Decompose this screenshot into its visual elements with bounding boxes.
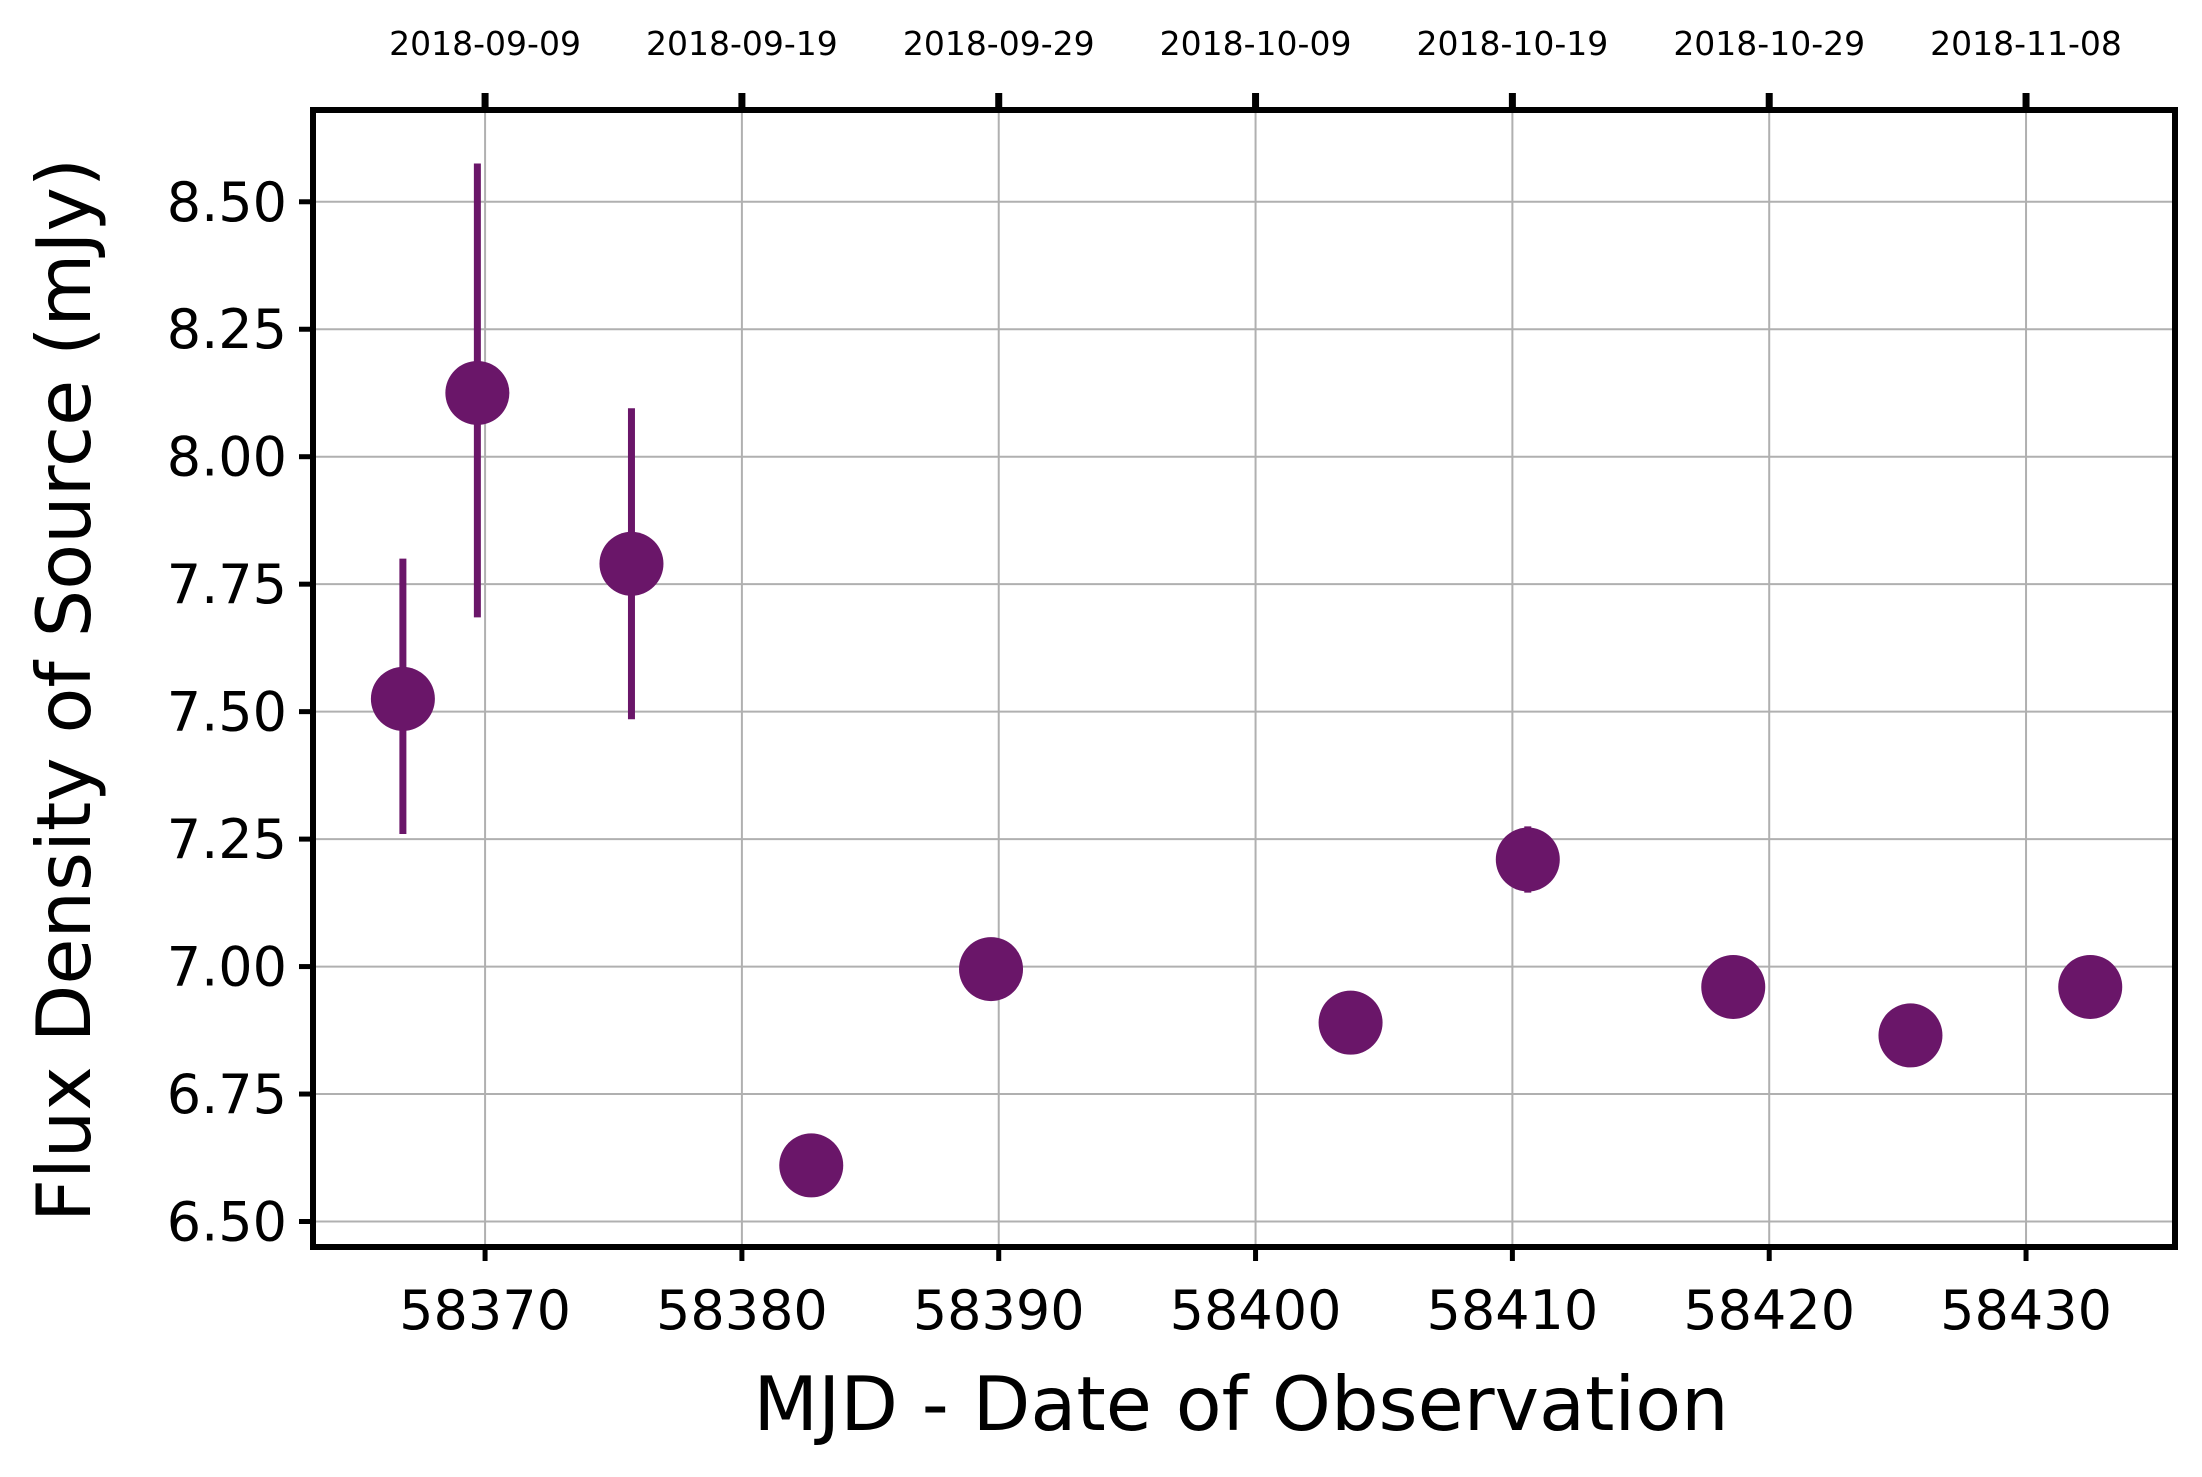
x-tick-label: 58400 [1170,1279,1342,1342]
plot-frame [310,107,2178,1250]
y-tick-label: 6.50 [167,1191,287,1254]
data-point [1318,990,1383,1055]
top-tick-label: 2018-09-09 [389,24,581,63]
y-tick-label: 7.75 [167,553,287,616]
data-point [959,937,1024,1002]
y-tick-label: 7.50 [167,681,287,744]
x-tick-label: 58390 [913,1279,1085,1342]
y-axis-title: Flux Density of Source (mJy) [20,158,108,1222]
top-tick-label: 2018-09-29 [903,24,1095,63]
data-point [1701,954,1766,1019]
x-tick-label: 58430 [1940,1279,2112,1342]
labels-layer: MJD - Date of Observation Flux Density o… [20,158,1729,1448]
y-tick-label: 7.25 [167,808,287,871]
top-tick-label: 2018-09-19 [646,24,838,63]
top-tick-label: 2018-10-29 [1673,24,1865,63]
x-tick-label: 58380 [656,1279,828,1342]
top-tick-label: 2018-10-09 [1160,24,1352,63]
data-point [599,531,664,596]
y-tick-label: 8.50 [167,171,287,234]
data-point [1495,827,1560,892]
top-tick-label: 2018-10-19 [1416,24,1608,63]
y-tick-label: 6.75 [167,1063,287,1126]
grid-layer [313,110,2175,1247]
data-point [445,360,510,425]
x-tick-label: 58420 [1683,1279,1855,1342]
x-tick-label: 58410 [1426,1279,1598,1342]
y-tick-label: 7.00 [167,936,287,999]
data-point [1878,1003,1943,1068]
axes-layer: 58370 58380 58390 58400 58410 58420 58430 6.50 6… [167,24,2178,1342]
y-tick-label: 8.00 [167,426,287,489]
x-axis-title: MJD - Date of Observation [753,1360,1728,1448]
data-point [2058,954,2123,1019]
top-tick-label: 2018-11-08 [1930,24,2122,63]
data-point [779,1133,844,1198]
x-tick-label: 58370 [399,1279,571,1342]
series-layer [370,163,2123,1198]
y-tick-label: 8.25 [167,298,287,361]
data-point [370,666,435,731]
